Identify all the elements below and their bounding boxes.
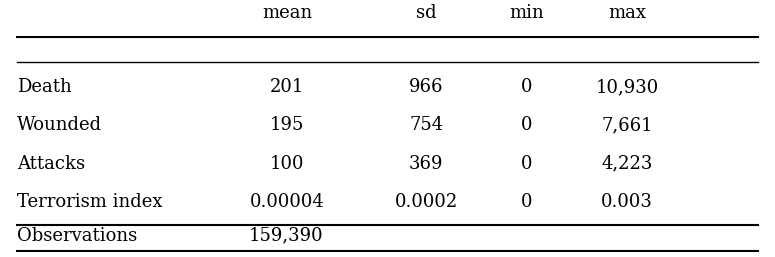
- Text: 201: 201: [270, 78, 305, 96]
- Text: 7,661: 7,661: [601, 116, 653, 134]
- Text: Death: Death: [17, 78, 71, 96]
- Text: min: min: [509, 4, 544, 22]
- Text: 4,223: 4,223: [601, 155, 653, 173]
- Text: Wounded: Wounded: [17, 116, 102, 134]
- Text: max: max: [608, 4, 646, 22]
- Text: Terrorism index: Terrorism index: [17, 193, 162, 211]
- Text: 0: 0: [521, 78, 532, 96]
- Text: 10,930: 10,930: [595, 78, 659, 96]
- Text: 754: 754: [409, 116, 443, 134]
- Text: 369: 369: [409, 155, 443, 173]
- Text: 0.00004: 0.00004: [250, 193, 325, 211]
- Text: 0.003: 0.003: [601, 193, 653, 211]
- Text: Attacks: Attacks: [17, 155, 85, 173]
- Text: mean: mean: [262, 4, 312, 22]
- Text: sd: sd: [416, 4, 436, 22]
- Text: 195: 195: [270, 116, 305, 134]
- Text: 159,390: 159,390: [249, 227, 323, 245]
- Text: Observations: Observations: [17, 227, 137, 245]
- Text: 0: 0: [521, 116, 532, 134]
- Text: 0: 0: [521, 193, 532, 211]
- Text: 0.0002: 0.0002: [394, 193, 458, 211]
- Text: 0: 0: [521, 155, 532, 173]
- Text: 100: 100: [270, 155, 305, 173]
- Text: 966: 966: [409, 78, 443, 96]
